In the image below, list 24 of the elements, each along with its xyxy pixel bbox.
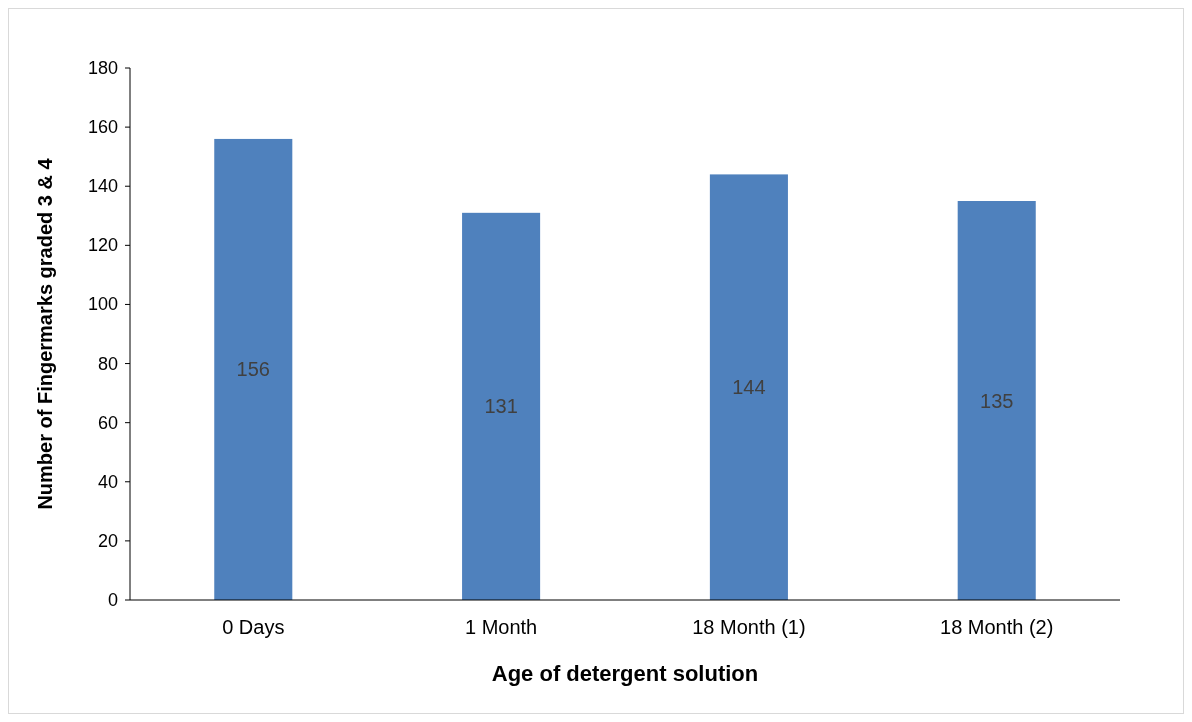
x-axis-title: Age of detergent solution (491, 661, 759, 686)
y-tick-label: 20 (97, 530, 118, 551)
x-tick-label: 1 Month (464, 616, 538, 638)
data-label: 156 (236, 358, 270, 381)
y-tick-label: 80 (97, 353, 118, 374)
y-tick-label: 180 (87, 58, 118, 78)
bar (214, 138, 293, 600)
bar (709, 174, 788, 600)
y-tick-label: 40 (97, 471, 118, 492)
y-tick-label: 120 (87, 235, 118, 256)
x-tick-label: 18 Month (2) (940, 616, 1054, 638)
y-tick-label: 60 (97, 412, 118, 433)
y-tick-label: 140 (87, 176, 118, 197)
y-axis-title: Number of Fingermarks graded 3 & 4 (34, 157, 56, 510)
data-label: 135 (980, 389, 1014, 412)
x-tick-label: 18 Month (1) (692, 616, 806, 638)
data-label: 144 (732, 376, 766, 399)
x-tick-label: 0 Days (222, 616, 285, 638)
y-tick-label: 0 (107, 590, 118, 610)
data-label: 131 (484, 395, 518, 418)
bar (957, 201, 1036, 600)
y-tick-label: 160 (87, 117, 118, 138)
y-tick-label: 100 (87, 294, 118, 315)
bar (462, 212, 541, 600)
